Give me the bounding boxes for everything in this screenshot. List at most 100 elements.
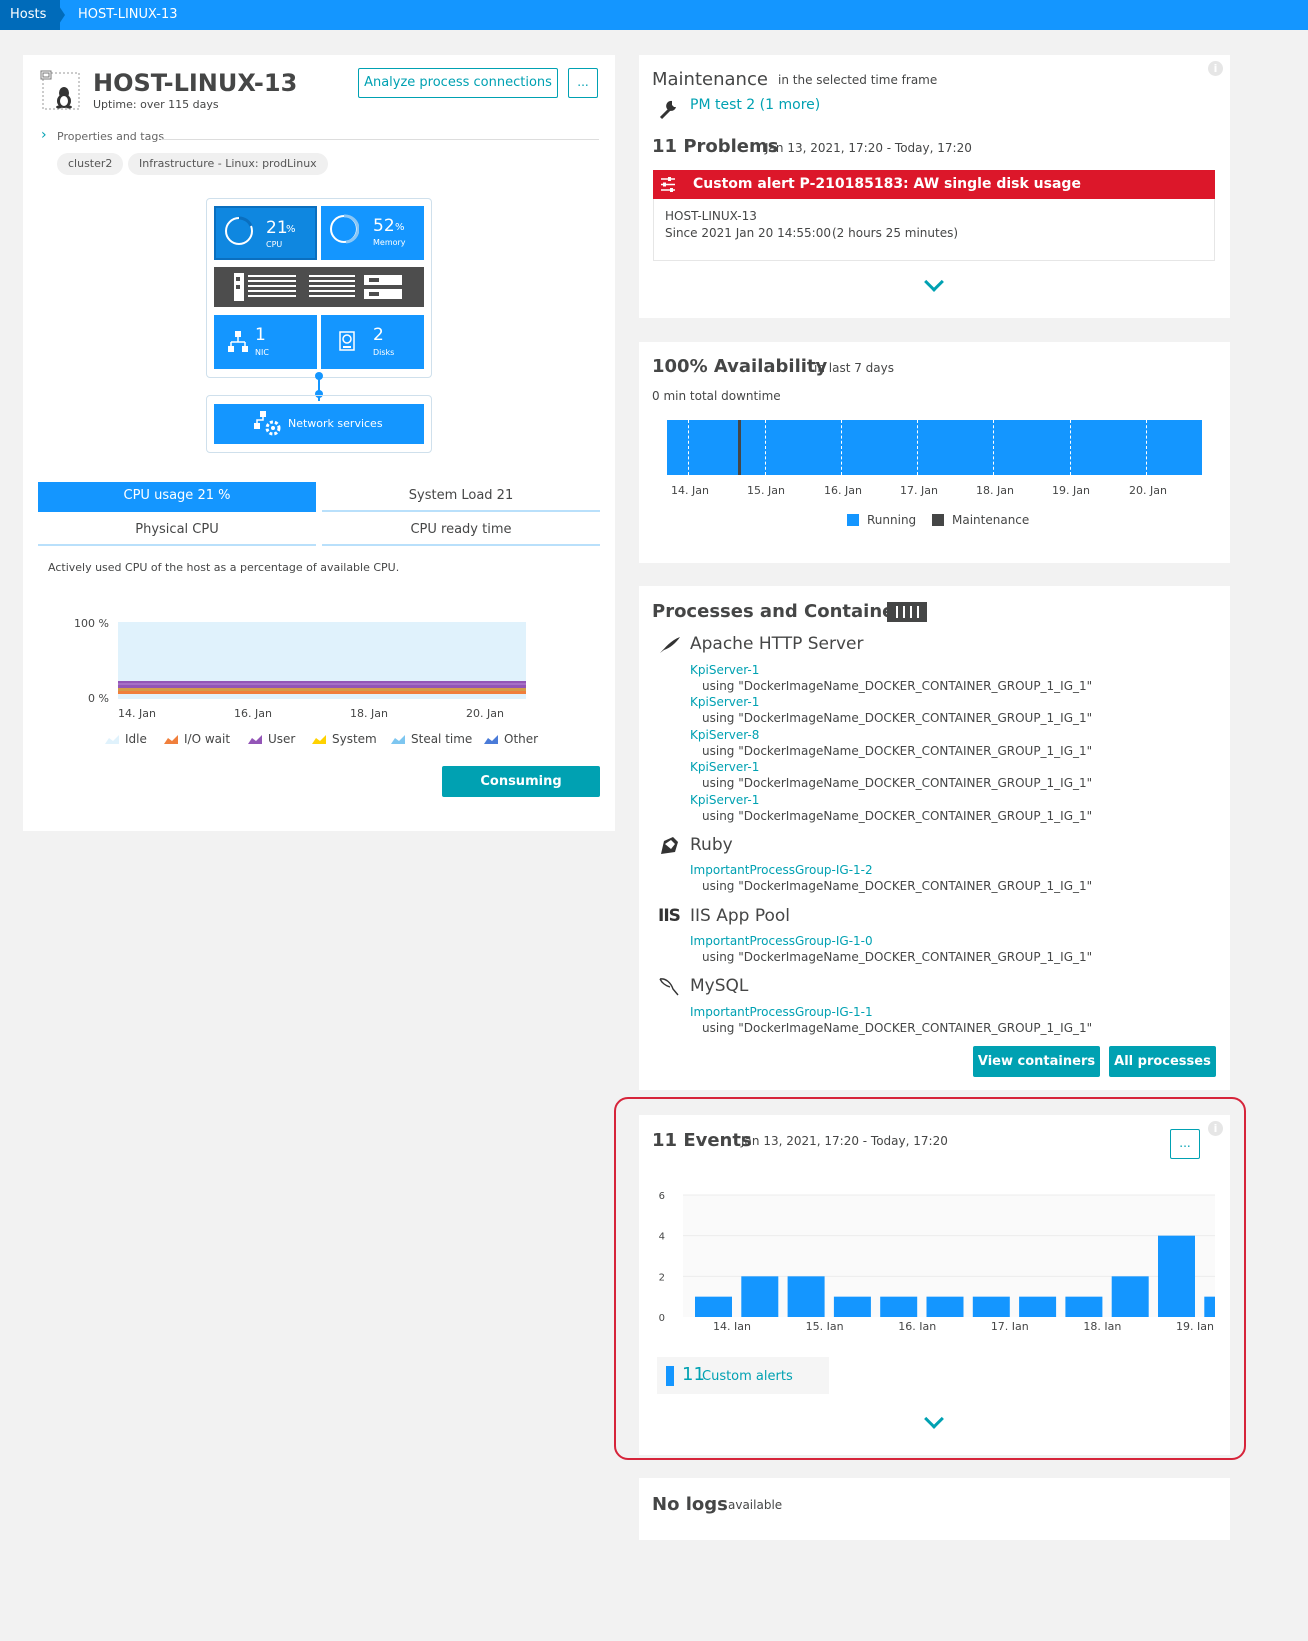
expand-chevron-icon[interactable] bbox=[924, 272, 944, 292]
process-link[interactable]: KpiServer-1 bbox=[690, 695, 760, 709]
host-card: HOST-LINUX-13 Uptime: over 115 days Anal… bbox=[23, 55, 615, 831]
nic-tile[interactable]: 1 NIC bbox=[214, 315, 317, 369]
process-using: using "DockerImageName_DOCKER_CONTAINER_… bbox=[702, 879, 1093, 893]
cpu-value: 21 bbox=[266, 218, 288, 238]
legend-steal-time[interactable]: Steal time bbox=[391, 732, 472, 746]
process-link[interactable]: KpiServer-8 bbox=[690, 728, 760, 742]
consuming-processes-button[interactable]: Consuming processes bbox=[442, 766, 600, 820]
cpu-area-chart bbox=[118, 622, 526, 699]
tag-chip[interactable]: Infrastructure - Linux: prodLinux bbox=[128, 153, 328, 175]
process-using: using "DockerImageName_DOCKER_CONTAINER_… bbox=[702, 950, 1093, 964]
tab-physical-cpu[interactable]: Physical CPU bbox=[38, 516, 316, 546]
day-divider bbox=[1146, 420, 1147, 475]
legend-system[interactable]: System bbox=[312, 732, 377, 746]
alert-since: Since 2021 Jan 20 14:55:00 bbox=[665, 226, 831, 240]
legend-label: I/O wait bbox=[184, 732, 231, 746]
network-services-label: Network services bbox=[288, 417, 383, 430]
feather-icon bbox=[660, 637, 680, 653]
x-tick: 16. Jan bbox=[234, 707, 272, 720]
process-group-name: MySQL bbox=[690, 976, 749, 996]
process-using: using "DockerImageName_DOCKER_CONTAINER_… bbox=[702, 711, 1093, 725]
events-more-button[interactable]: ... bbox=[1170, 1129, 1200, 1159]
properties-toggle[interactable]: › Properties and tags bbox=[41, 127, 599, 146]
legend-running[interactable]: Running bbox=[847, 513, 916, 527]
alert-host[interactable]: HOST-LINUX-13 bbox=[665, 209, 757, 223]
containers-icon bbox=[887, 602, 927, 622]
availability-subtitle: in last 7 days bbox=[814, 361, 894, 375]
tab-cpu-ready-time[interactable]: CPU ready time bbox=[322, 516, 600, 546]
y-tick-100: 100 % bbox=[74, 617, 109, 630]
logs-card: No logs available bbox=[639, 1478, 1230, 1540]
tab-cpu-usage[interactable]: CPU usage 21 % bbox=[38, 482, 316, 512]
maintenance-link[interactable]: PM test 2 (1 more) bbox=[690, 97, 821, 113]
host-more-button[interactable]: ... bbox=[568, 68, 598, 98]
event-bar bbox=[833, 1296, 871, 1317]
breadcrumb-hosts[interactable]: Hosts bbox=[0, 0, 61, 30]
properties-label: Properties and tags bbox=[57, 130, 165, 143]
memory-label: Memory bbox=[373, 238, 406, 247]
expand-chevron-icon[interactable] bbox=[924, 1409, 944, 1429]
day-divider bbox=[917, 420, 918, 475]
event-bar bbox=[1204, 1296, 1215, 1317]
availability-bar bbox=[667, 420, 1202, 475]
process-group-name: IIS App Pool bbox=[690, 906, 791, 926]
host-title: HOST-LINUX-13 bbox=[93, 69, 298, 97]
breadcrumb-separator bbox=[55, 0, 65, 30]
event-bar bbox=[1111, 1276, 1149, 1317]
memory-tile[interactable]: 52 % Memory bbox=[321, 206, 424, 260]
view-containers-button[interactable]: View containers bbox=[973, 1046, 1100, 1077]
process-link[interactable]: KpiServer-1 bbox=[690, 760, 760, 774]
event-bar bbox=[741, 1276, 779, 1317]
disks-tile[interactable]: 2 Disks bbox=[321, 315, 424, 369]
alerts-count: 11 bbox=[682, 1364, 705, 1385]
io-wait-area bbox=[118, 691, 526, 694]
legend-label: User bbox=[268, 732, 296, 746]
memory-value: 52 bbox=[373, 216, 395, 236]
legend-maintenance[interactable]: Maintenance bbox=[932, 513, 1029, 527]
x-tick: 15. Jan bbox=[747, 484, 785, 497]
x-tick: 20. Jan bbox=[466, 707, 504, 720]
day-divider bbox=[993, 420, 994, 475]
problem-alert-header[interactable]: Custom alert P-210185183: AW single disk… bbox=[653, 170, 1215, 199]
all-processes-button[interactable]: All processes bbox=[1109, 1046, 1216, 1077]
custom-alerts-summary[interactable]: 11 Custom alerts bbox=[657, 1357, 829, 1394]
process-link[interactable]: KpiServer-1 bbox=[690, 793, 760, 807]
swatch-running bbox=[847, 514, 859, 526]
process-using: using "DockerImageName_DOCKER_CONTAINER_… bbox=[702, 1021, 1093, 1035]
area-icon bbox=[105, 735, 119, 744]
problem-alert-body bbox=[653, 199, 1215, 261]
network-services-tile[interactable]: Network services bbox=[214, 404, 424, 444]
x-tick: 18. Jan bbox=[350, 707, 388, 720]
process-link[interactable]: ImportantProcessGroup-IG-1-1 bbox=[690, 1005, 873, 1019]
y-tick-label: 4 bbox=[659, 1232, 665, 1243]
x-tick: 17. Jan bbox=[900, 484, 938, 497]
x-tick: 14. Jan bbox=[671, 484, 709, 497]
x-tick: 16. Jan bbox=[824, 484, 862, 497]
info-icon[interactable]: i bbox=[1208, 61, 1223, 76]
y-tick-0: 0 % bbox=[88, 692, 109, 705]
legend-idle[interactable]: Idle bbox=[105, 732, 147, 746]
diagram-connector bbox=[318, 375, 320, 401]
breadcrumb: Hosts HOST-LINUX-13 bbox=[0, 0, 1308, 30]
process-link[interactable]: KpiServer-1 bbox=[690, 663, 760, 677]
events-card: i 11 Events Jan 13, 2021, 17:20 - Today,… bbox=[639, 1115, 1230, 1455]
tag-chip[interactable]: cluster2 bbox=[57, 153, 124, 175]
y-tick-label: 0 bbox=[659, 1313, 665, 1324]
legend-user[interactable]: User bbox=[248, 732, 295, 746]
cpu-tile[interactable]: 21 % CPU bbox=[214, 206, 317, 260]
info-icon[interactable]: i bbox=[1208, 1121, 1223, 1136]
alert-duration: (2 hours 25 minutes) bbox=[832, 226, 959, 240]
day-divider bbox=[688, 420, 689, 475]
legend-io-wait[interactable]: I/O wait bbox=[164, 732, 230, 746]
maintenance-title: Maintenance bbox=[652, 69, 768, 90]
cpu-label: CPU bbox=[266, 240, 283, 249]
legend-other[interactable]: Other bbox=[484, 732, 538, 746]
process-link[interactable]: ImportantProcessGroup-IG-1-0 bbox=[690, 934, 873, 948]
y-tick-label: 6 bbox=[659, 1191, 665, 1202]
analyze-connections-button[interactable]: Analyze process connections bbox=[358, 68, 558, 98]
ruby-icon bbox=[661, 837, 678, 854]
process-using: using "DockerImageName_DOCKER_CONTAINER_… bbox=[702, 744, 1093, 758]
tab-system-load[interactable]: System Load 21 bbox=[322, 482, 600, 512]
x-tick: 18. Jan bbox=[976, 484, 1014, 497]
process-link[interactable]: ImportantProcessGroup-IG-1-2 bbox=[690, 863, 873, 877]
